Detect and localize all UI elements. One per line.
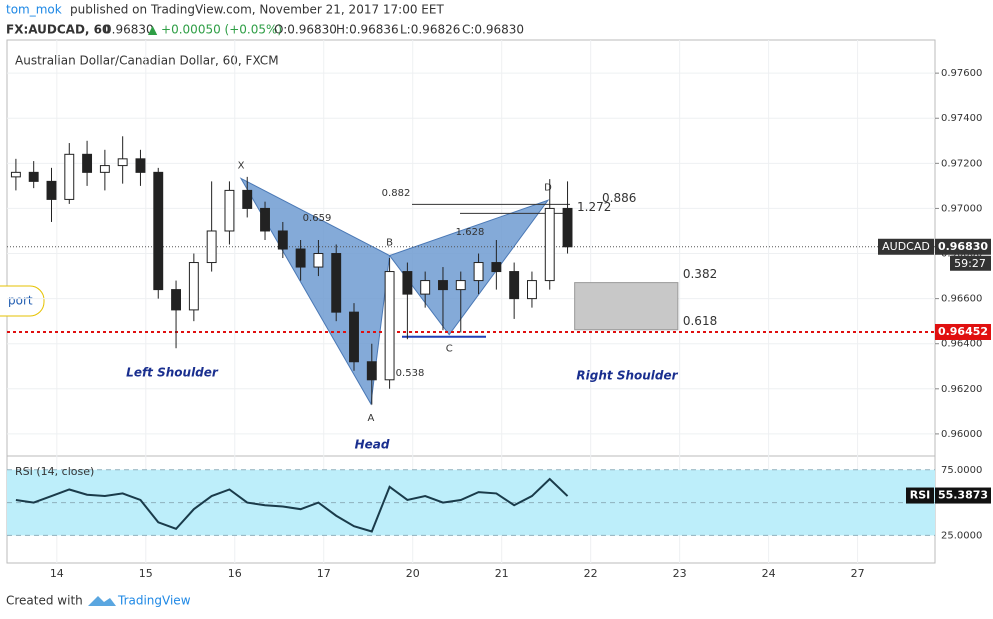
footer-brand[interactable]: TradingView xyxy=(117,594,191,608)
candle-body xyxy=(438,280,448,291)
candle-body xyxy=(420,280,431,295)
pattern-point-label: D xyxy=(544,182,552,193)
candle-body xyxy=(99,165,110,173)
candle-body xyxy=(384,271,395,381)
candle-body xyxy=(313,253,324,268)
x-tick-label: 22 xyxy=(584,567,598,580)
candle-body xyxy=(295,248,306,268)
pattern-ratio: 0.659 xyxy=(303,213,332,224)
y-tick-label: 0.96200 xyxy=(941,384,982,395)
pattern-point-label: B xyxy=(386,238,393,249)
x-tick-label: 23 xyxy=(673,567,687,580)
low: L:0.96826 xyxy=(400,23,460,37)
side-button-label[interactable]: port xyxy=(8,294,33,308)
pattern-ratio: 0.538 xyxy=(396,368,425,379)
y-tick-label: 0.96000 xyxy=(941,429,982,440)
open: O:0.96830 xyxy=(274,23,337,37)
candle-body xyxy=(509,271,520,300)
candle-body xyxy=(153,171,164,291)
pattern-ratio: 0.882 xyxy=(382,188,411,199)
pattern-point-label: A xyxy=(367,413,374,424)
candle-body xyxy=(562,207,573,248)
countdown-tag xyxy=(950,255,991,271)
x-tick-label: 16 xyxy=(228,567,242,580)
candle-body xyxy=(64,153,75,200)
candle-body xyxy=(28,171,39,182)
pattern-point-label: X xyxy=(238,160,245,171)
annotation: Left Shoulder xyxy=(126,366,219,380)
candle-body xyxy=(402,271,413,295)
candle-body xyxy=(491,262,502,273)
pattern-point-label: C xyxy=(446,344,453,355)
candle-body xyxy=(242,189,253,209)
y-tick-label: 0.97600 xyxy=(941,68,982,79)
candle-body xyxy=(46,180,57,200)
y-tick-label: 0.96400 xyxy=(941,339,982,350)
rsi-line xyxy=(15,477,569,533)
x-tick-label: 27 xyxy=(851,567,865,580)
symbol-tag-label: AUDCAD xyxy=(882,240,930,253)
change: ▲ +0.00050 (+0.05%) xyxy=(148,23,282,37)
candle-body xyxy=(366,361,377,381)
x-tick-label: 24 xyxy=(762,567,776,580)
support-tag xyxy=(935,323,991,340)
support-tag-label: 0.96452 xyxy=(938,325,988,338)
rsi-tag-label: RSI xyxy=(910,489,931,502)
candle-body xyxy=(82,153,93,173)
y-tick-label: 25.0000 xyxy=(941,530,982,541)
side-button[interactable] xyxy=(0,285,45,317)
candle-body xyxy=(349,311,359,363)
level-label: 0.886 xyxy=(602,191,636,205)
x-tick-label: 14 xyxy=(50,567,64,580)
symbol: FX:AUDCAD, 60 xyxy=(6,23,110,37)
candle-body xyxy=(224,189,235,232)
price-tag xyxy=(935,238,991,255)
candle-body xyxy=(188,262,199,311)
zone-label: 0.618 xyxy=(683,314,717,328)
candle-body xyxy=(10,171,21,178)
pattern-ratio: 1.628 xyxy=(456,227,485,238)
candle-body xyxy=(206,230,217,264)
y-tick-label: 75.0000 xyxy=(941,465,982,476)
candle-body xyxy=(260,207,270,232)
annotation: Right Shoulder xyxy=(576,369,678,383)
candle-body xyxy=(544,207,555,282)
zone-label: 0.382 xyxy=(683,267,717,281)
published: published on TradingView.com, November 2… xyxy=(70,3,444,17)
candle-body xyxy=(135,158,146,173)
x-tick-label: 21 xyxy=(495,567,509,580)
y-tick-label: 0.97000 xyxy=(941,203,982,214)
candle-body xyxy=(117,158,128,167)
x-tick-label: 15 xyxy=(139,567,153,580)
y-tick-label: 0.97200 xyxy=(941,158,982,169)
candle-body xyxy=(455,280,466,291)
candle-body xyxy=(473,262,484,282)
rsi-value-tag xyxy=(935,487,991,504)
x-tick-label: 20 xyxy=(406,567,420,580)
candle-body xyxy=(526,280,537,300)
target-zone xyxy=(574,282,679,331)
footer-created: Created with xyxy=(6,594,83,608)
countdown-label: 59:27 xyxy=(954,257,986,270)
rsi-value-label: 55.3873 xyxy=(938,489,988,502)
rsi-tag xyxy=(906,487,934,504)
high: H:0.96836 xyxy=(336,23,399,37)
rsi-title: RSI (14, close) xyxy=(15,465,94,478)
level-label: 1.272 xyxy=(577,200,611,214)
brand-logo xyxy=(88,596,116,606)
y-tick-label: 0.97400 xyxy=(941,113,982,124)
price: 0.96830 xyxy=(104,23,154,37)
price-tag-label: 0.96830 xyxy=(938,240,988,253)
author[interactable]: tom_mok xyxy=(6,3,62,17)
annotation: Head xyxy=(355,438,390,452)
x-tick-label: 17 xyxy=(317,567,331,580)
chart-title: Australian Dollar/Canadian Dollar, 60, F… xyxy=(15,54,279,68)
candle-body xyxy=(171,289,181,311)
close: C:0.96830 xyxy=(462,23,524,37)
candle-body xyxy=(277,230,288,250)
candle-body xyxy=(331,253,342,313)
symbol-tag xyxy=(878,238,934,255)
y-tick-label: 0.96600 xyxy=(941,294,982,305)
